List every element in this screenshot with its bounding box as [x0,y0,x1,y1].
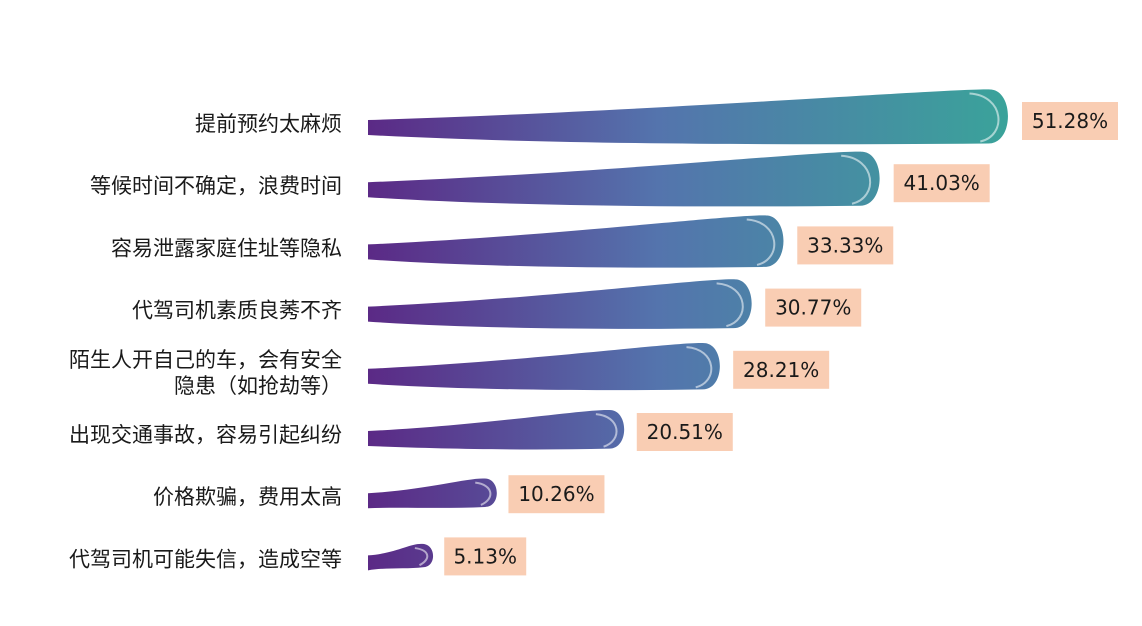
bar [368,342,720,391]
bar [368,409,625,450]
value-label: 5.13% [453,544,517,568]
bar [368,279,752,329]
value-label-box [444,537,527,576]
value-label-box [765,288,862,327]
bar-highlight [841,154,872,205]
bar-highlight [595,413,618,448]
bar-highlight [969,92,1000,143]
value-label: 28.21% [743,358,819,382]
bar-highlight [475,481,492,506]
bar [368,478,497,509]
bar [368,151,880,207]
value-label-box [508,475,605,514]
bar-highlight [414,547,429,567]
category-label: 代驾司机可能失信，造成空等 [69,547,342,571]
value-label-box [636,413,733,451]
bar [368,543,434,571]
bar-highlight [686,346,713,389]
value-label: 30.77% [775,296,851,320]
value-label-box [797,226,894,265]
bar [368,215,784,268]
bar-highlight [746,218,776,266]
category-label: 提前预约太麻烦 [195,112,342,136]
category-label: 陌生人开自己的车，会有安全隐患（如抢劫等） [69,348,342,398]
bar-highlight [716,282,744,328]
category-label: 代驾司机素质良莠不齐 [132,299,342,323]
value-label-box [733,350,830,389]
category-label: 出现交通事故，容易引起纠纷 [69,423,342,447]
value-label: 10.26% [518,482,594,506]
value-label-box [1022,102,1118,140]
value-label: 20.51% [647,420,723,444]
category-label: 价格欺骗，费用太高 [153,485,342,509]
bar [368,89,1008,145]
value-label: 51.28% [1032,109,1108,133]
category-label: 容易泄露家庭住址等隐私 [111,236,342,260]
category-label: 等候时间不确定，浪费时间 [90,174,342,198]
value-label: 33.33% [807,233,883,257]
value-label-box [893,164,990,203]
value-label: 41.03% [904,171,980,195]
